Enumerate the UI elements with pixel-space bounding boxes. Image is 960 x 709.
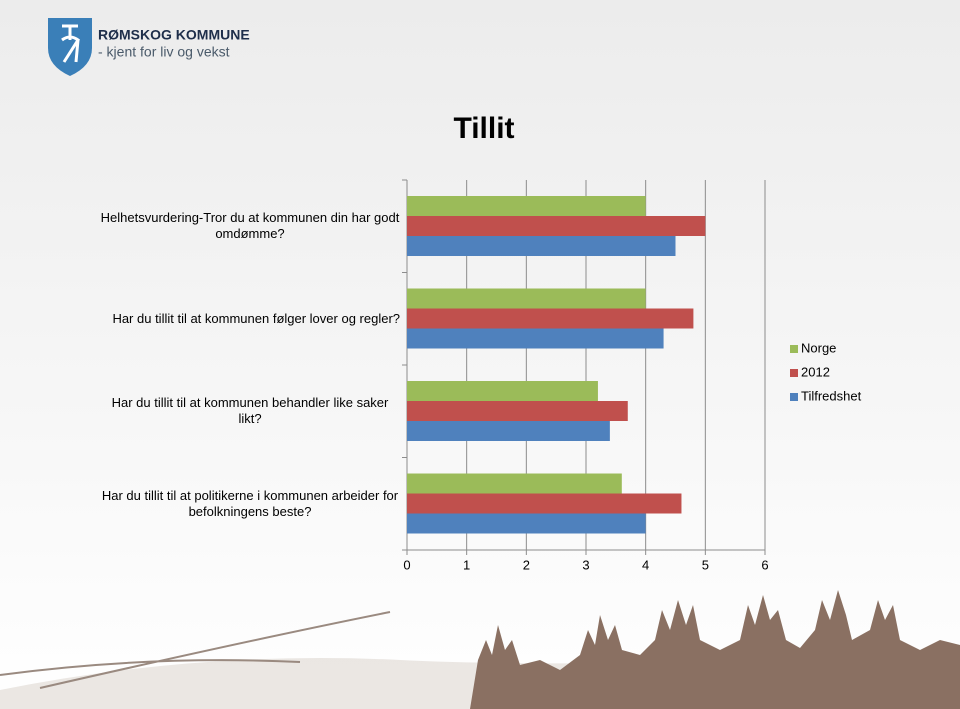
bar [407,493,682,514]
legend-swatch [790,369,798,377]
category-text: Har du tillit til at kommunen behandler … [111,395,389,427]
legend-label: Norge [801,340,836,355]
x-tick-label: 3 [582,557,589,572]
logo [48,18,92,76]
bar [407,288,646,309]
x-tick-label: 4 [642,557,649,572]
bar [407,513,646,534]
x-tick-label: 2 [523,557,530,572]
tagline: - kjent for liv og vekst [98,44,230,60]
legend-swatch [790,345,798,353]
y-tick-label: Helhetsvurdering-Tror du at kommunen din… [80,210,400,242]
org-name: RØMSKOG KOMMUNE [98,27,250,43]
legend-swatch [790,393,798,401]
chart-title: Tillit [453,112,514,145]
bar [407,401,628,421]
category-text: Har du tillit til at politikerne i kommu… [101,487,399,519]
x-tick-label: 0 [403,557,410,572]
y-tick-label: Har du tillit til at kommunen behandler … [80,395,400,427]
y-tick-label: Har du tillit til at politikerne i kommu… [80,488,400,520]
bar [407,381,598,401]
bar [407,473,622,494]
x-tick-label: 5 [702,557,709,572]
x-tick-label: 1 [463,557,470,572]
legend-label: Tilfredshet [801,388,862,403]
bar [407,216,706,236]
bar [407,196,646,216]
category-text: Har du tillit til at kommunen følger lov… [112,310,400,326]
forest-decoration [0,590,960,709]
bar [407,236,676,256]
x-tick-label: 6 [761,557,768,572]
bar [407,308,694,329]
bar [407,421,610,441]
legend-label: 2012 [801,364,830,379]
category-text: Helhetsvurdering-Tror du at kommunen din… [100,210,400,242]
y-tick-label: Har du tillit til at kommunen følger lov… [80,311,400,327]
bar [407,328,664,349]
